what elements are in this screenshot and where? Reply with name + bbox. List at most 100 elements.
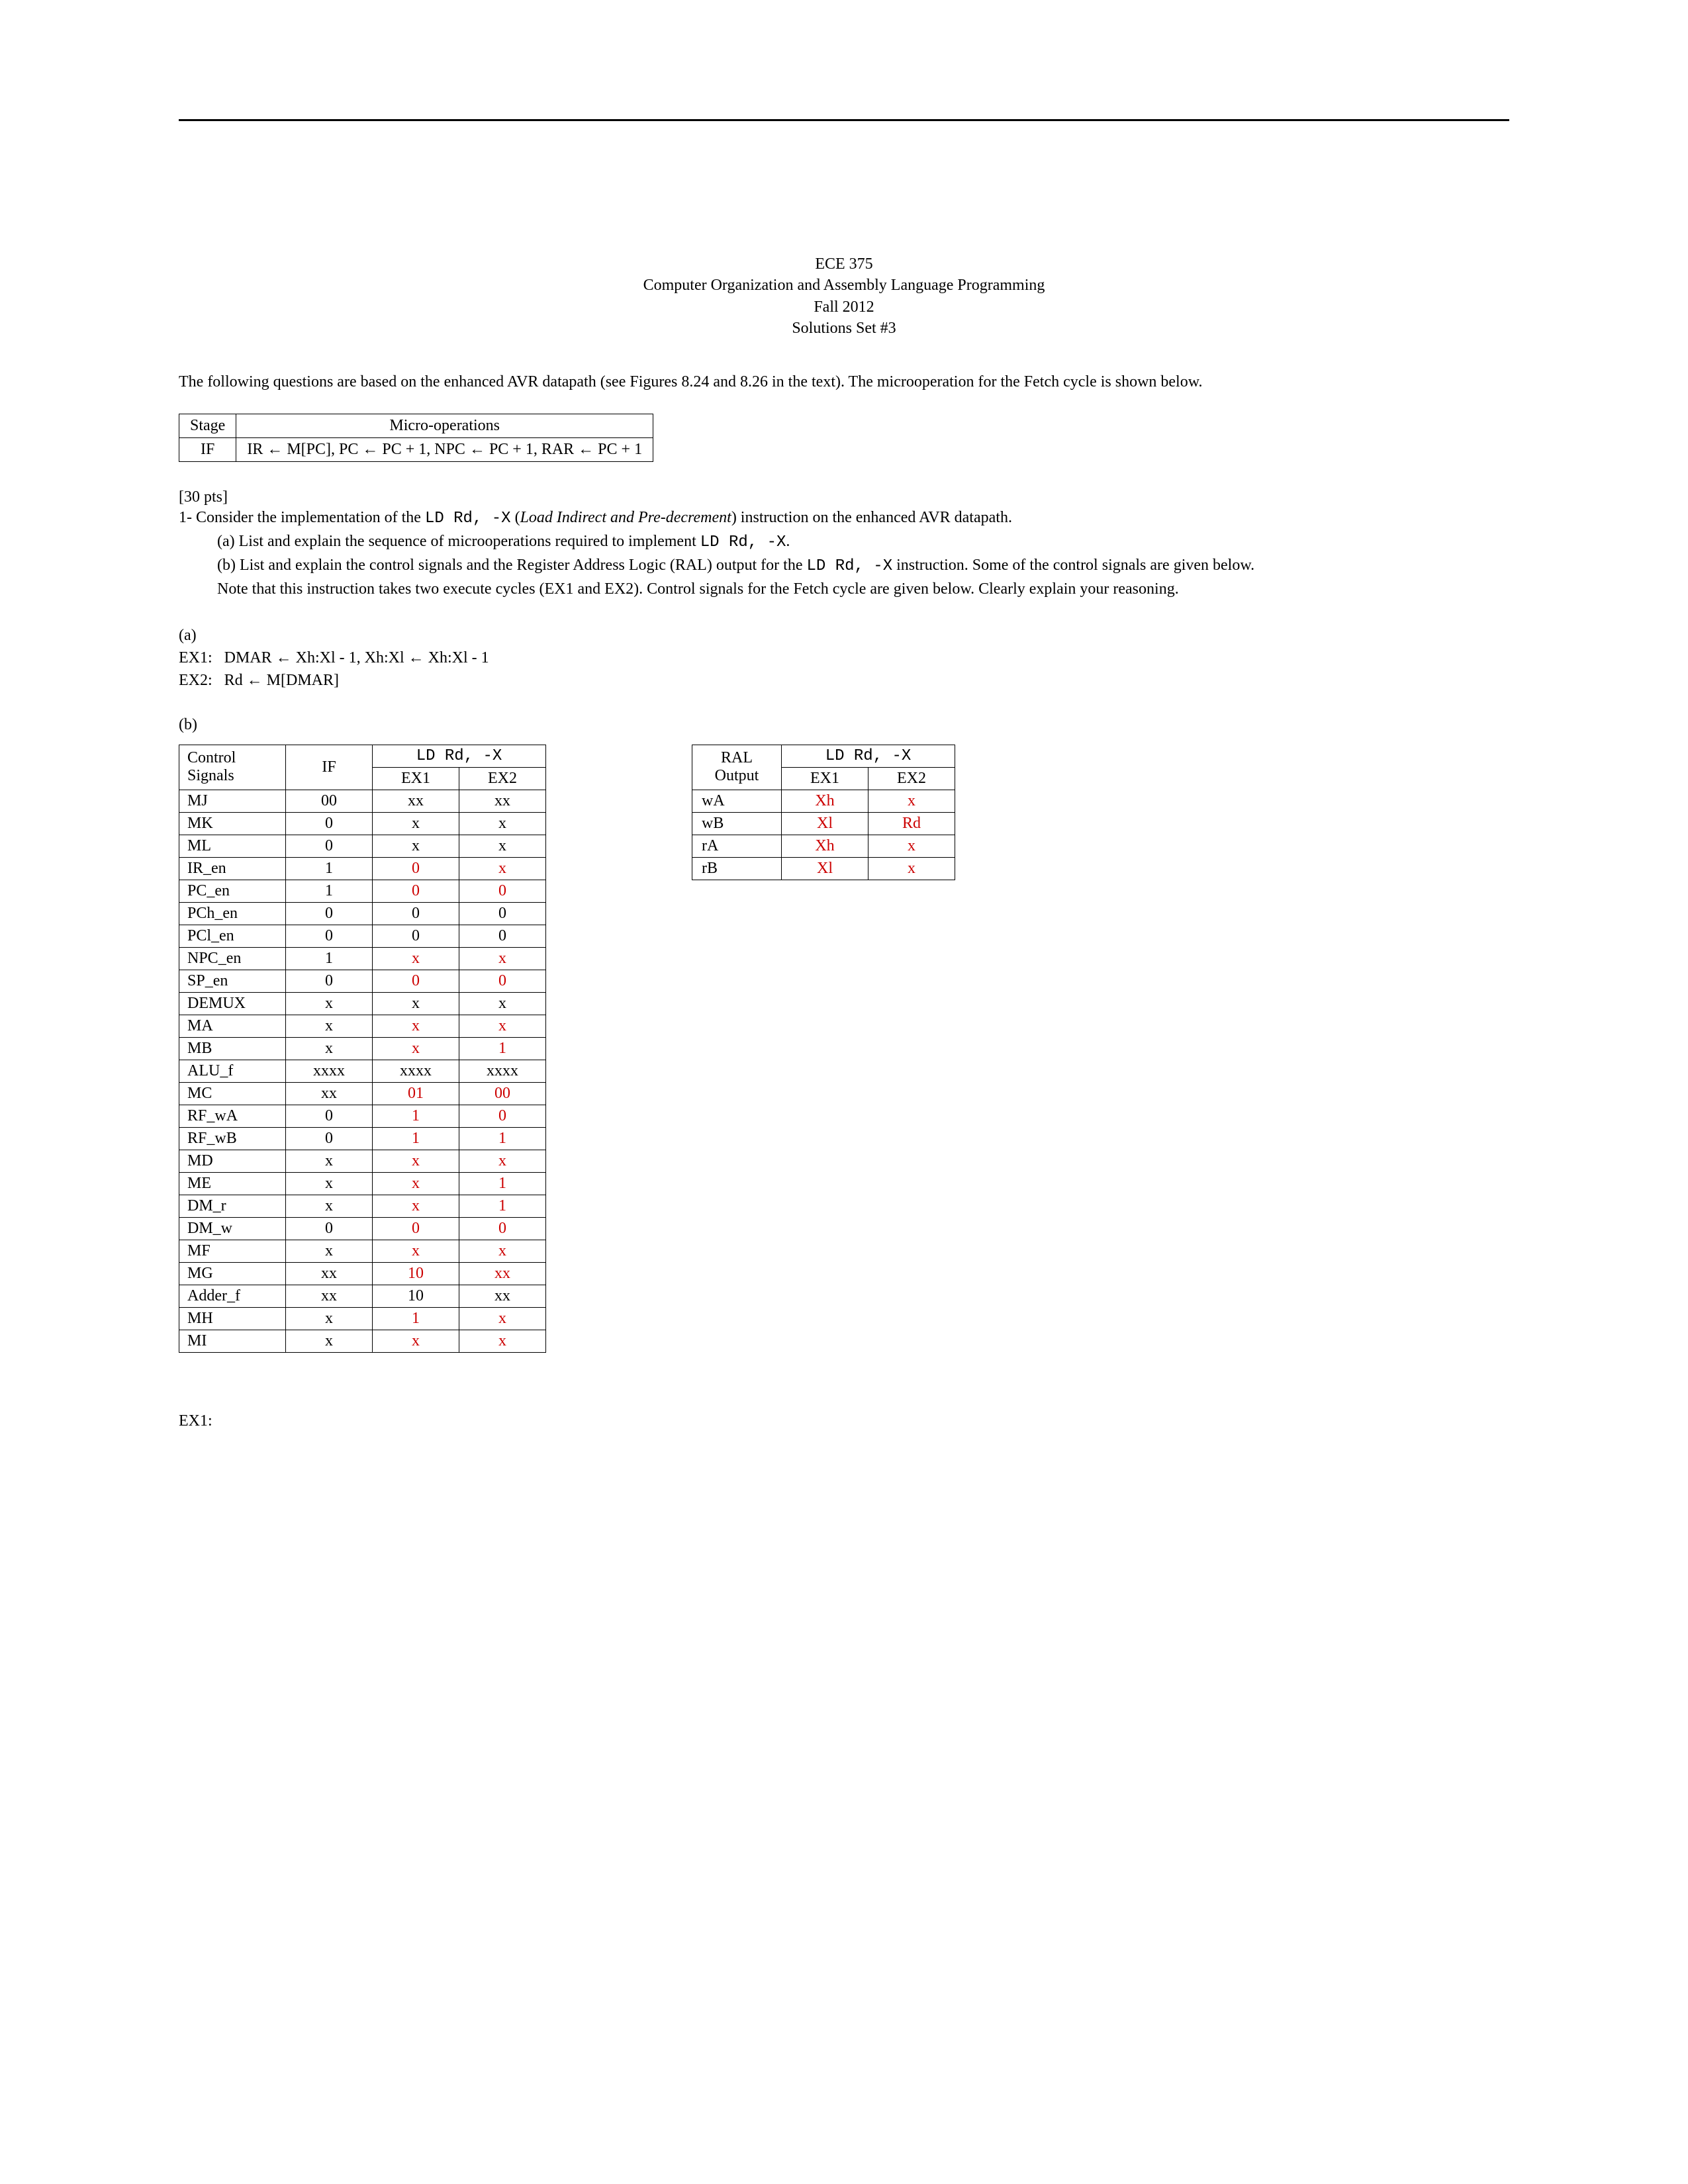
signal-ex1: x bbox=[373, 1240, 459, 1262]
signal-ex2: x bbox=[459, 992, 546, 1015]
table-row: DM_w000 bbox=[179, 1217, 546, 1240]
signal-ex1: x bbox=[373, 1150, 459, 1172]
signal-ex1: x bbox=[373, 947, 459, 970]
signal-ex2: xxxx bbox=[459, 1060, 546, 1082]
table-row: MExx1 bbox=[179, 1172, 546, 1195]
table-row: Stage Micro-operations bbox=[179, 414, 653, 437]
signal-if: x bbox=[286, 1240, 373, 1262]
signal-name: MD bbox=[179, 1150, 286, 1172]
table-row: DM_rxx1 bbox=[179, 1195, 546, 1217]
question-1: 1- Consider the implementation of the LD… bbox=[179, 506, 1509, 600]
ral-instr-header: LD Rd, -X bbox=[782, 745, 955, 767]
ral-ex1: Xh bbox=[782, 835, 868, 857]
signal-if: x bbox=[286, 1015, 373, 1037]
signal-ex2: 1 bbox=[459, 1195, 546, 1217]
signal-if: 1 bbox=[286, 857, 373, 880]
signal-if: 0 bbox=[286, 970, 373, 992]
signal-ex2: x bbox=[459, 1240, 546, 1262]
signal-ex2: x bbox=[459, 812, 546, 835]
ral-ex1-header: EX1 bbox=[782, 767, 868, 790]
course-code: ECE 375 bbox=[179, 253, 1509, 275]
table-row: PCl_en000 bbox=[179, 925, 546, 947]
q1-prefix: 1- bbox=[179, 509, 196, 526]
signal-ex2: xx bbox=[459, 1262, 546, 1285]
signal-ex2: x bbox=[459, 857, 546, 880]
signal-ex1: x bbox=[373, 1195, 459, 1217]
ral-ex2: x bbox=[868, 835, 955, 857]
table-row: wAXhx bbox=[692, 790, 955, 812]
ex1-followup-label: EX1: bbox=[179, 1412, 1509, 1430]
intro-paragraph: The following questions are based on the… bbox=[179, 371, 1509, 392]
ex1-line: EX1: DMAR ← Xh:Xl - 1, Xh:Xl ← Xh:Xl - 1 bbox=[179, 647, 1509, 669]
signal-if: xx bbox=[286, 1285, 373, 1307]
q1-note: Note that this instruction takes two exe… bbox=[217, 578, 1509, 600]
ral-name: wA bbox=[692, 790, 782, 812]
q1b-pre: (b) List and explain the control signals… bbox=[217, 557, 806, 574]
signal-if: 0 bbox=[286, 1127, 373, 1150]
signal-if: 0 bbox=[286, 1105, 373, 1127]
signal-name: PCh_en bbox=[179, 902, 286, 925]
signal-if: 0 bbox=[286, 835, 373, 857]
signal-if: 1 bbox=[286, 880, 373, 902]
signal-if: x bbox=[286, 1330, 373, 1352]
signal-if: xx bbox=[286, 1082, 373, 1105]
ral-ex2-header: EX2 bbox=[868, 767, 955, 790]
table-row: ALU_fxxxxxxxxxxxx bbox=[179, 1060, 546, 1082]
q1-part-a: (a) List and explain the sequence of mic… bbox=[217, 530, 1509, 554]
signal-ex1: 0 bbox=[373, 880, 459, 902]
ex1-header: EX1 bbox=[373, 767, 459, 790]
answer-a-label: (a) bbox=[179, 624, 1509, 647]
signal-name: ALU_f bbox=[179, 1060, 286, 1082]
q1b-code: LD Rd, -X bbox=[806, 557, 892, 575]
signal-if: 0 bbox=[286, 1217, 373, 1240]
q1a-pre: (a) List and explain the sequence of mic… bbox=[217, 533, 700, 550]
signal-ex1: 1 bbox=[373, 1105, 459, 1127]
set-title: Solutions Set #3 bbox=[179, 318, 1509, 339]
q1a-post: . bbox=[786, 533, 790, 550]
signal-if: xxxx bbox=[286, 1060, 373, 1082]
signal-ex1: 01 bbox=[373, 1082, 459, 1105]
ral-ex1: Xl bbox=[782, 812, 868, 835]
signal-ex2: x bbox=[459, 1330, 546, 1352]
signal-ex1: 0 bbox=[373, 857, 459, 880]
signal-ex2: 0 bbox=[459, 1105, 546, 1127]
signal-ex2: 1 bbox=[459, 1037, 546, 1060]
table-row: MK0xx bbox=[179, 812, 546, 835]
signal-name: MG bbox=[179, 1262, 286, 1285]
table-row: rBXlx bbox=[692, 857, 955, 880]
signal-ex2: x bbox=[459, 1307, 546, 1330]
table-row: MCxx0100 bbox=[179, 1082, 546, 1105]
answer-a: (a) EX1: DMAR ← Xh:Xl - 1, Xh:Xl ← Xh:Xl… bbox=[179, 624, 1509, 692]
document-header: ECE 375 Computer Organization and Assemb… bbox=[179, 253, 1509, 340]
signal-ex1: x bbox=[373, 1172, 459, 1195]
signal-if: 0 bbox=[286, 812, 373, 835]
tables-row: ControlSignals IF LD Rd, -X EX1 EX2 MJ00… bbox=[179, 745, 1509, 1353]
signal-ex2: 1 bbox=[459, 1127, 546, 1150]
ral-ex2: Rd bbox=[868, 812, 955, 835]
table-row: IF IR ← M[PC], PC ← PC + 1, NPC ← PC + 1… bbox=[179, 437, 653, 461]
signal-if: x bbox=[286, 1172, 373, 1195]
signal-ex1: 0 bbox=[373, 970, 459, 992]
signal-if: x bbox=[286, 1037, 373, 1060]
table-row: IR_en10x bbox=[179, 857, 546, 880]
table-row: NPC_en1xx bbox=[179, 947, 546, 970]
signal-name: MF bbox=[179, 1240, 286, 1262]
if-header: IF bbox=[286, 745, 373, 790]
table-row: MIxxx bbox=[179, 1330, 546, 1352]
table-row: MFxxx bbox=[179, 1240, 546, 1262]
signal-ex2: 0 bbox=[459, 925, 546, 947]
ops-cell: IR ← M[PC], PC ← PC + 1, NPC ← PC + 1, R… bbox=[236, 437, 653, 461]
signal-if: x bbox=[286, 1195, 373, 1217]
q1b-post: instruction. Some of the control signals… bbox=[892, 557, 1254, 574]
ral-ex2: x bbox=[868, 790, 955, 812]
signal-if: xx bbox=[286, 1262, 373, 1285]
signal-if: 0 bbox=[286, 925, 373, 947]
q1-stem-mid: ( bbox=[511, 509, 520, 526]
signal-if: 1 bbox=[286, 947, 373, 970]
signal-ex2: 1 bbox=[459, 1172, 546, 1195]
signal-name: MI bbox=[179, 1330, 286, 1352]
signal-ex2: x bbox=[459, 1150, 546, 1172]
table-row: MAxxx bbox=[179, 1015, 546, 1037]
table-row: ControlSignals IF LD Rd, -X bbox=[179, 745, 546, 767]
signal-ex2: x bbox=[459, 947, 546, 970]
